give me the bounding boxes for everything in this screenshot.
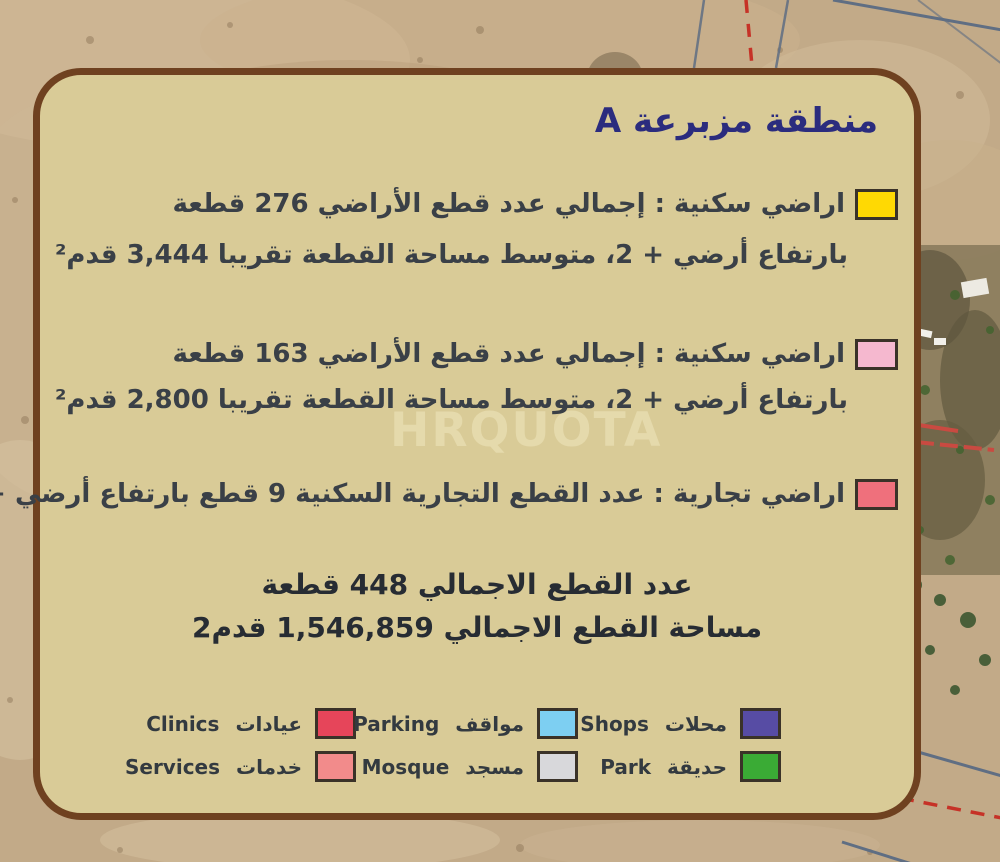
legend-label-ar-mosque: مسجد — [465, 754, 524, 779]
legend-label-en-parking: Parking — [353, 711, 440, 736]
total-plots-area: مساحة القطع الاجمالي 1,546,859 قدم2 — [191, 611, 763, 644]
mosque-swatch — [537, 751, 578, 782]
services-swatch — [315, 751, 356, 782]
legend-label-en-mosque: Mosque — [361, 754, 450, 779]
residential-163-line2: بارتفاع أرضي + 2، متوسط مساحة القطعة تقر… — [55, 385, 848, 415]
legend-label-ar-shops: محلات — [664, 711, 727, 736]
park-swatch — [740, 751, 781, 782]
legend-column-left: Clinics عيادات Services خدمات — [106, 708, 356, 794]
residential-276-line1: اراضي سكنية : إجمالي عدد قطع الأراضي 276… — [172, 189, 845, 219]
residential-163-line1: اراضي سكنية : إجمالي عدد قطع الأراضي 163… — [172, 339, 845, 369]
watermark: HRQUOTA — [390, 403, 663, 458]
legend-column-middle: Parking مواقف Mosque مسجد — [328, 708, 578, 794]
legend-label-en-park: Park — [600, 754, 651, 779]
residential-276-swatch — [855, 189, 898, 220]
legend-column-right: Shops محلات Park حديقة — [531, 708, 781, 794]
legend-panel: HRQUOTA منطقة مزبرعة A اراضي سكنية : إجم… — [0, 68, 921, 820]
parking-swatch — [537, 708, 578, 739]
shops-swatch — [740, 708, 781, 739]
legend-label-en-services: Services — [124, 754, 221, 779]
total-plots-count: عدد القطع الاجمالي 448 قطعة — [261, 568, 693, 601]
region-title: منطقة مزبرعة A — [594, 101, 878, 141]
clinics-swatch — [315, 708, 356, 739]
legend-row-parking: Parking مواقف — [328, 708, 578, 739]
legend-label-en-shops: Shops — [580, 711, 649, 736]
legend-row-shops: Shops محلات — [531, 708, 781, 739]
commercial-swatch — [855, 479, 898, 510]
residential-276-line2: بارتفاع أرضي + 2، متوسط مساحة القطعة تقر… — [55, 240, 848, 270]
legend-row-mosque: Mosque مسجد — [328, 751, 578, 782]
legend-row-clinics: Clinics عيادات — [106, 708, 356, 739]
legend-label-ar-services: خدمات — [236, 754, 302, 779]
legend-label-en-clinics: Clinics — [146, 711, 220, 736]
commercial-line1: اراضي تجارية : عدد القطع التجارية السكني… — [0, 479, 845, 509]
legend-label-ar-park: حديقة — [667, 754, 727, 779]
legend-label-ar-clinics: عيادات — [235, 711, 302, 736]
residential-163-swatch — [855, 339, 898, 370]
legend-label-ar-parking: مواقف — [455, 711, 524, 736]
legend-row-services: Services خدمات — [106, 751, 356, 782]
legend-row-park: Park حديقة — [531, 751, 781, 782]
